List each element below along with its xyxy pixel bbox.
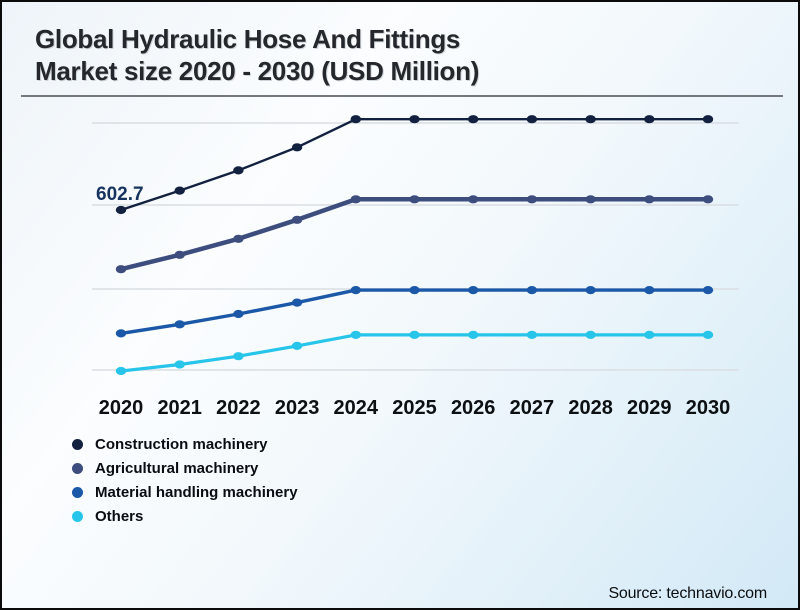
data-point (526, 286, 538, 295)
x-axis-label: 2024 (334, 397, 379, 419)
data-point (174, 320, 185, 329)
data-point (409, 115, 420, 124)
x-axis-label: 2023 (275, 397, 320, 419)
data-point (468, 115, 479, 124)
data-point (174, 360, 185, 369)
legend-label: Construction machinery (95, 436, 268, 453)
data-point (291, 298, 303, 307)
data-point (350, 115, 361, 124)
x-axis-label: 2030 (686, 397, 731, 419)
legend-label: Others (95, 508, 144, 525)
data-point (468, 330, 479, 339)
data-point (585, 115, 596, 124)
data-point (350, 195, 361, 204)
data-point (233, 166, 244, 175)
data-point (350, 286, 361, 295)
title-line-2: Market size 2020 - 2030 (USD Million) (35, 55, 480, 86)
data-point (291, 341, 303, 350)
data-point (233, 309, 244, 319)
data-point (174, 250, 185, 259)
value-annotation: 602.7 (96, 184, 144, 205)
data-point (526, 115, 538, 124)
data-point (468, 195, 479, 204)
data-point (526, 195, 538, 204)
legend-dot-icon (72, 511, 83, 522)
legend-item-1: Agricultural machinery (72, 460, 298, 477)
data-point (174, 186, 185, 195)
data-point (702, 195, 714, 204)
title-line-1: Global Hydraulic Hose And Fittings (35, 24, 461, 54)
legend-label: Agricultural machinery (95, 460, 259, 477)
data-point (233, 352, 244, 361)
data-point (644, 195, 655, 204)
data-point (350, 330, 361, 339)
data-point (115, 205, 127, 215)
legend: Construction machinery Agricultural machi… (72, 436, 298, 525)
data-point (702, 115, 714, 124)
data-point (291, 143, 303, 152)
legend-dot-icon (72, 487, 83, 498)
series-line-3 (119, 333, 710, 373)
data-point (409, 330, 420, 339)
data-point (702, 286, 714, 295)
legend-label: Material handling machinery (95, 484, 298, 501)
x-axis-label: 2021 (157, 397, 202, 419)
legend-dot-icon (72, 439, 83, 450)
x-axis-label: 2027 (510, 397, 555, 419)
data-point (409, 286, 420, 295)
data-point (115, 329, 127, 338)
source-credit: Source: technavio.com (608, 585, 767, 602)
x-axis-label: 2020 (99, 397, 144, 419)
data-point (526, 330, 538, 339)
data-point (702, 330, 714, 339)
data-point (644, 115, 655, 124)
data-point (233, 234, 244, 243)
legend-item-2: Material handling machinery (72, 484, 298, 501)
data-point (468, 286, 479, 295)
legend-dot-icon (72, 463, 83, 474)
data-point (409, 195, 420, 204)
data-point (644, 330, 655, 339)
title-underline (21, 95, 783, 97)
page-title: Global Hydraulic Hose And Fittings Marke… (35, 24, 479, 87)
x-axis-label: 2028 (568, 397, 613, 419)
data-point (585, 195, 596, 204)
data-point (291, 215, 303, 224)
data-point (115, 366, 127, 376)
legend-item-0: Construction machinery (72, 436, 298, 453)
legend-item-3: Others (72, 508, 298, 525)
data-point (585, 330, 596, 339)
series-line-2 (119, 288, 710, 336)
data-point (115, 265, 127, 274)
x-axis-label: 2025 (392, 397, 437, 419)
x-axis-label: 2029 (627, 397, 672, 419)
x-axis-label: 2022 (216, 397, 261, 419)
data-point (585, 286, 596, 295)
data-point (644, 286, 655, 295)
x-axis-label: 2026 (451, 397, 496, 419)
series-line-1 (118, 197, 711, 272)
